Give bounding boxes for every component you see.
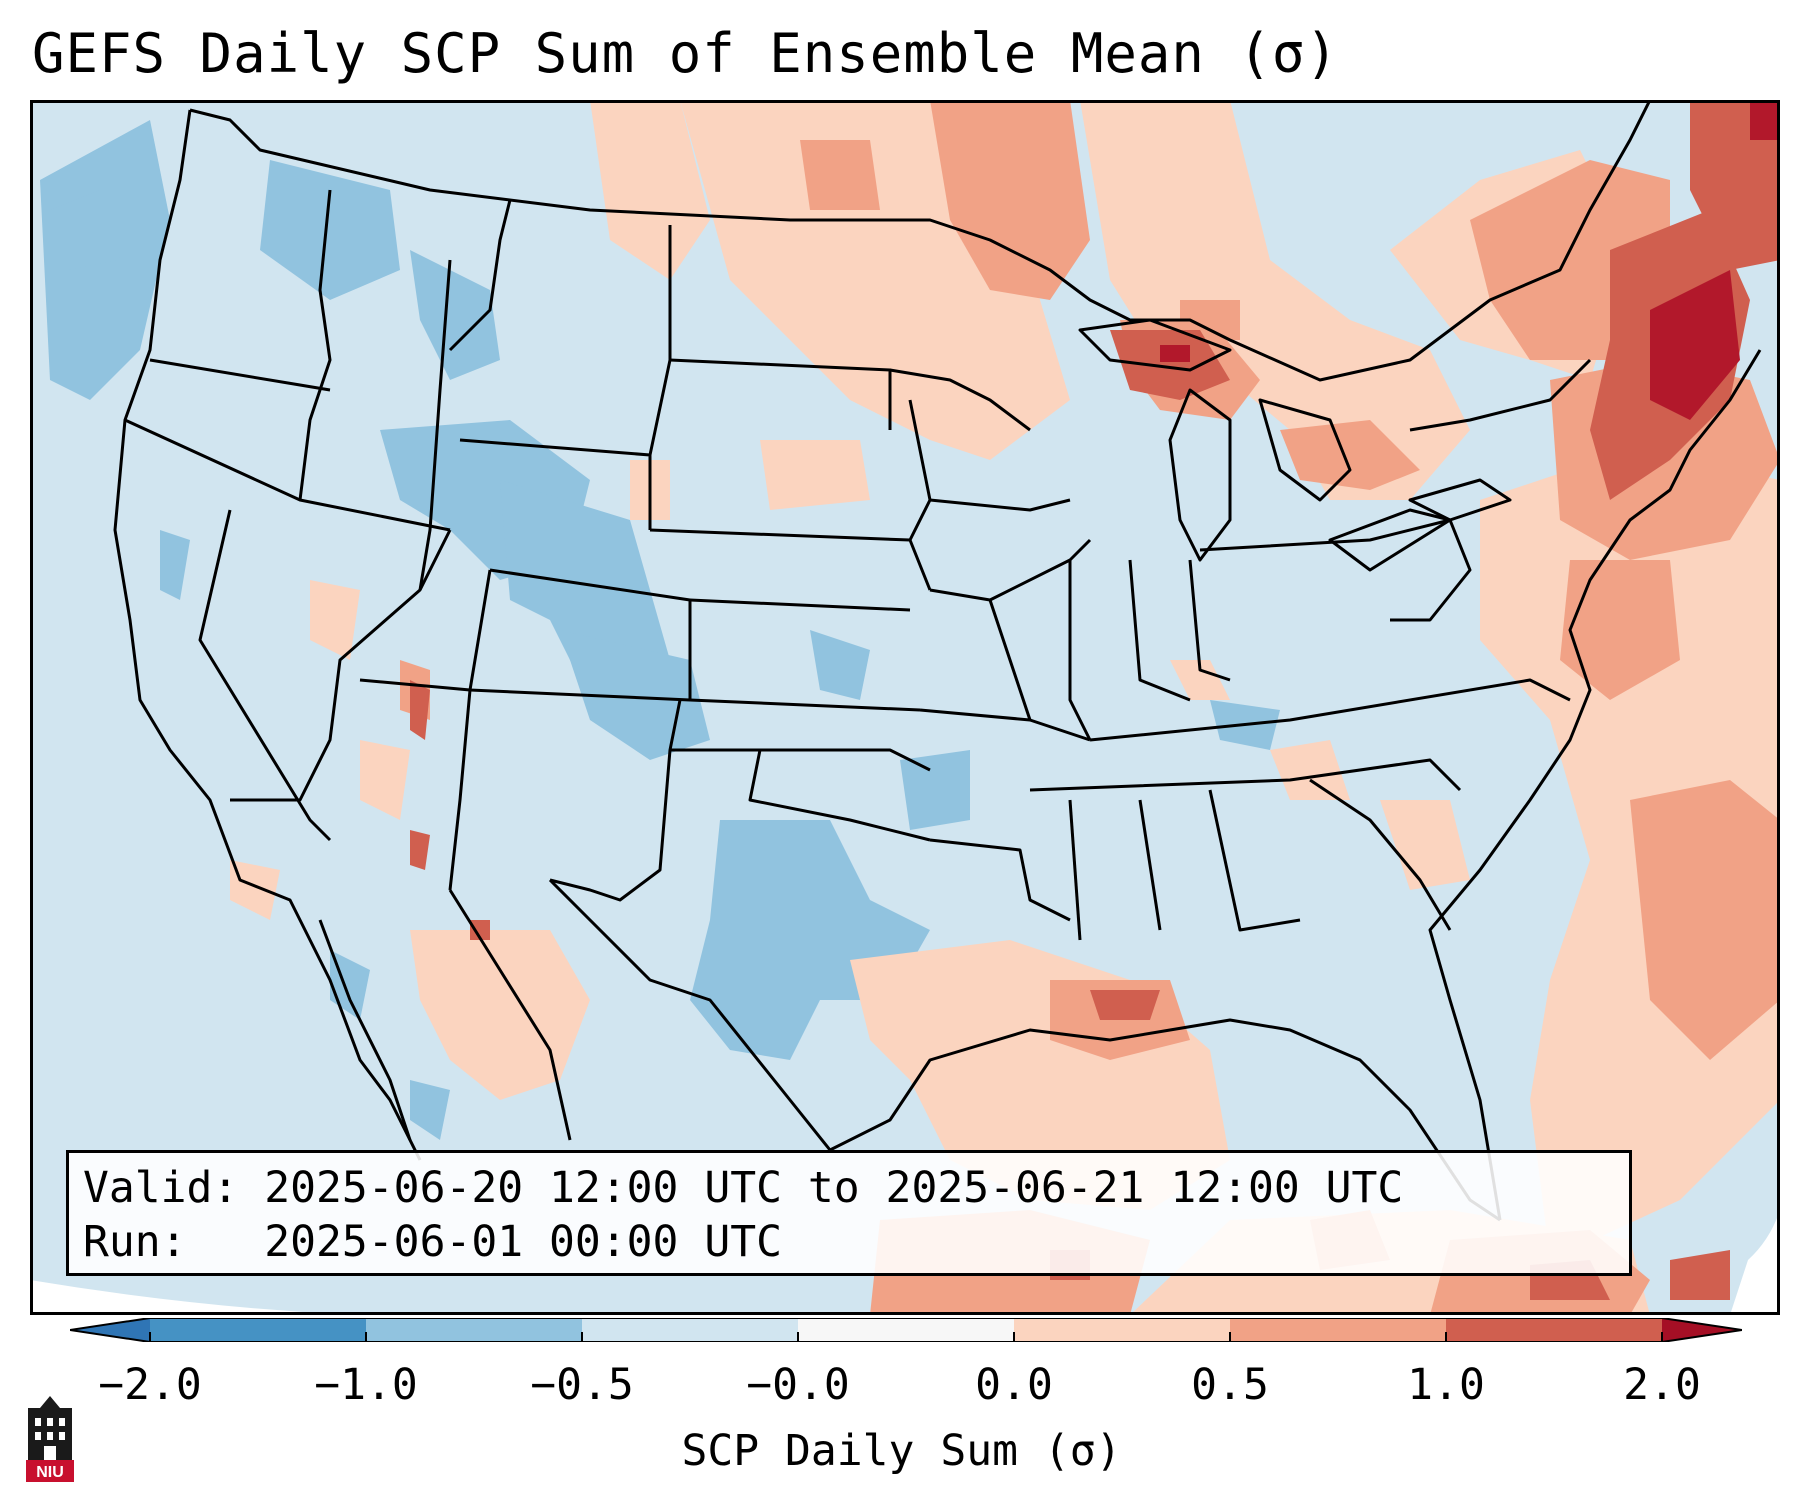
colorbar-tick: 0.5 [1191, 1360, 1269, 1410]
colorbar-tick: 2.0 [1623, 1360, 1701, 1410]
colorbar-extend-low [70, 1318, 150, 1342]
projection-edge [30, 1280, 630, 1315]
run-row: Run: 2025-06-01 00:00 UTC [83, 1215, 1615, 1269]
map-panel[interactable] [30, 100, 1780, 1315]
colorbar-bin-2 [366, 1318, 582, 1342]
colorbar-tick-labels: −2.0 −1.0 −0.5 −0.0 0.0 0.5 1.0 2.0 [0, 1360, 1803, 1416]
colorbar-tick: −0.0 [746, 1360, 850, 1410]
niu-logo-icon: NIU [26, 1396, 74, 1482]
colorbar-extend-high [1662, 1318, 1742, 1342]
valid-row: Valid: 2025-06-20 12:00 UTC to 2025-06-2… [83, 1161, 1615, 1215]
projection-edge-right [1730, 1210, 1780, 1315]
valid-value: 2025-06-20 12:00 UTC to 2025-06-21 12:00… [264, 1163, 1404, 1213]
colorbar-bin-1 [150, 1318, 366, 1342]
colorbar-tick: 0.0 [975, 1360, 1053, 1410]
colorbar-tick: −0.5 [530, 1360, 634, 1410]
colorbar-tick: −1.0 [314, 1360, 418, 1410]
colorbar-ticks [149, 1332, 1663, 1342]
run-label: Run: [83, 1217, 187, 1267]
colorbar-bin-6 [1230, 1318, 1446, 1342]
colorbar-tick: −2.0 [98, 1360, 202, 1410]
valid-label: Valid: [83, 1163, 239, 1213]
scp-anomaly-map [30, 100, 1780, 1315]
colorbar-bin-4 [798, 1318, 1014, 1342]
colorbar-bin-7 [1446, 1318, 1662, 1342]
valid-time-box: Valid: 2025-06-20 12:00 UTC to 2025-06-2… [66, 1150, 1632, 1276]
colorbar-tick: 1.0 [1407, 1360, 1485, 1410]
map-border [30, 100, 1780, 1315]
colorbar-bin-3 [582, 1318, 798, 1342]
anomaly-pos-extreme [1160, 100, 1780, 420]
state-boundaries [113, 100, 1762, 1222]
logo-text: NIU [36, 1464, 64, 1481]
anomaly-neg-moderate [40, 120, 1280, 1140]
colorbar [70, 1318, 1742, 1342]
map-title: GEFS Daily SCP Sum of Ensemble Mean (σ) [32, 22, 1339, 85]
run-value: 2025-06-01 00:00 UTC [264, 1217, 782, 1267]
colorbar-label: SCP Daily Sum (σ) [681, 1426, 1122, 1476]
colorbar-bin-5 [1014, 1318, 1230, 1342]
